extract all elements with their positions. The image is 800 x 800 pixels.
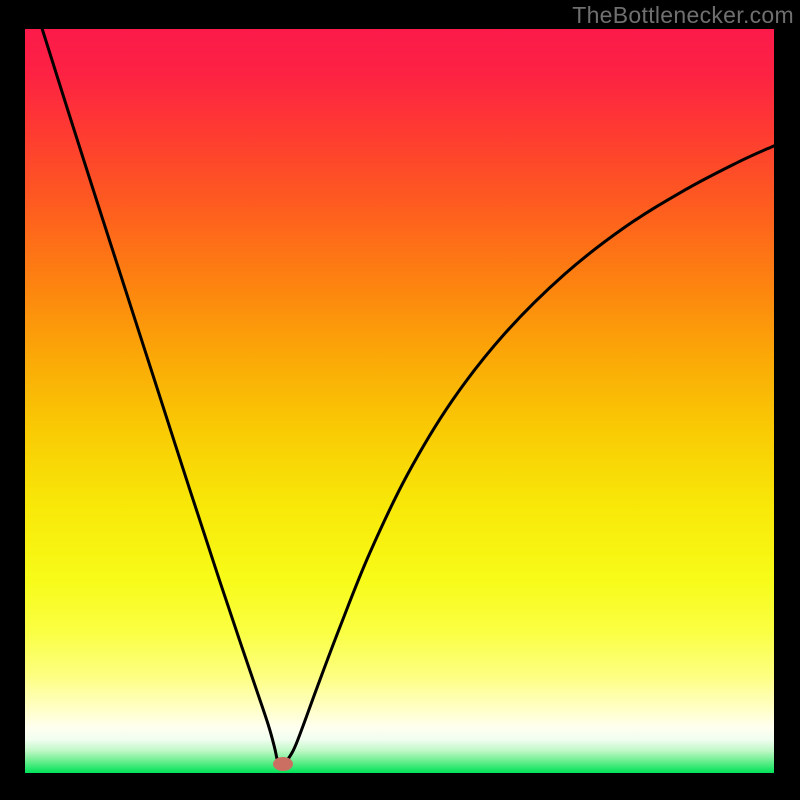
bottleneck-curve	[25, 29, 774, 773]
curve-left-branch	[42, 29, 279, 763]
chart-frame: TheBottlenecker.com	[0, 0, 800, 800]
curve-right-branch	[280, 146, 774, 765]
watermark-text: TheBottlenecker.com	[572, 2, 794, 29]
plot-area	[25, 29, 774, 773]
